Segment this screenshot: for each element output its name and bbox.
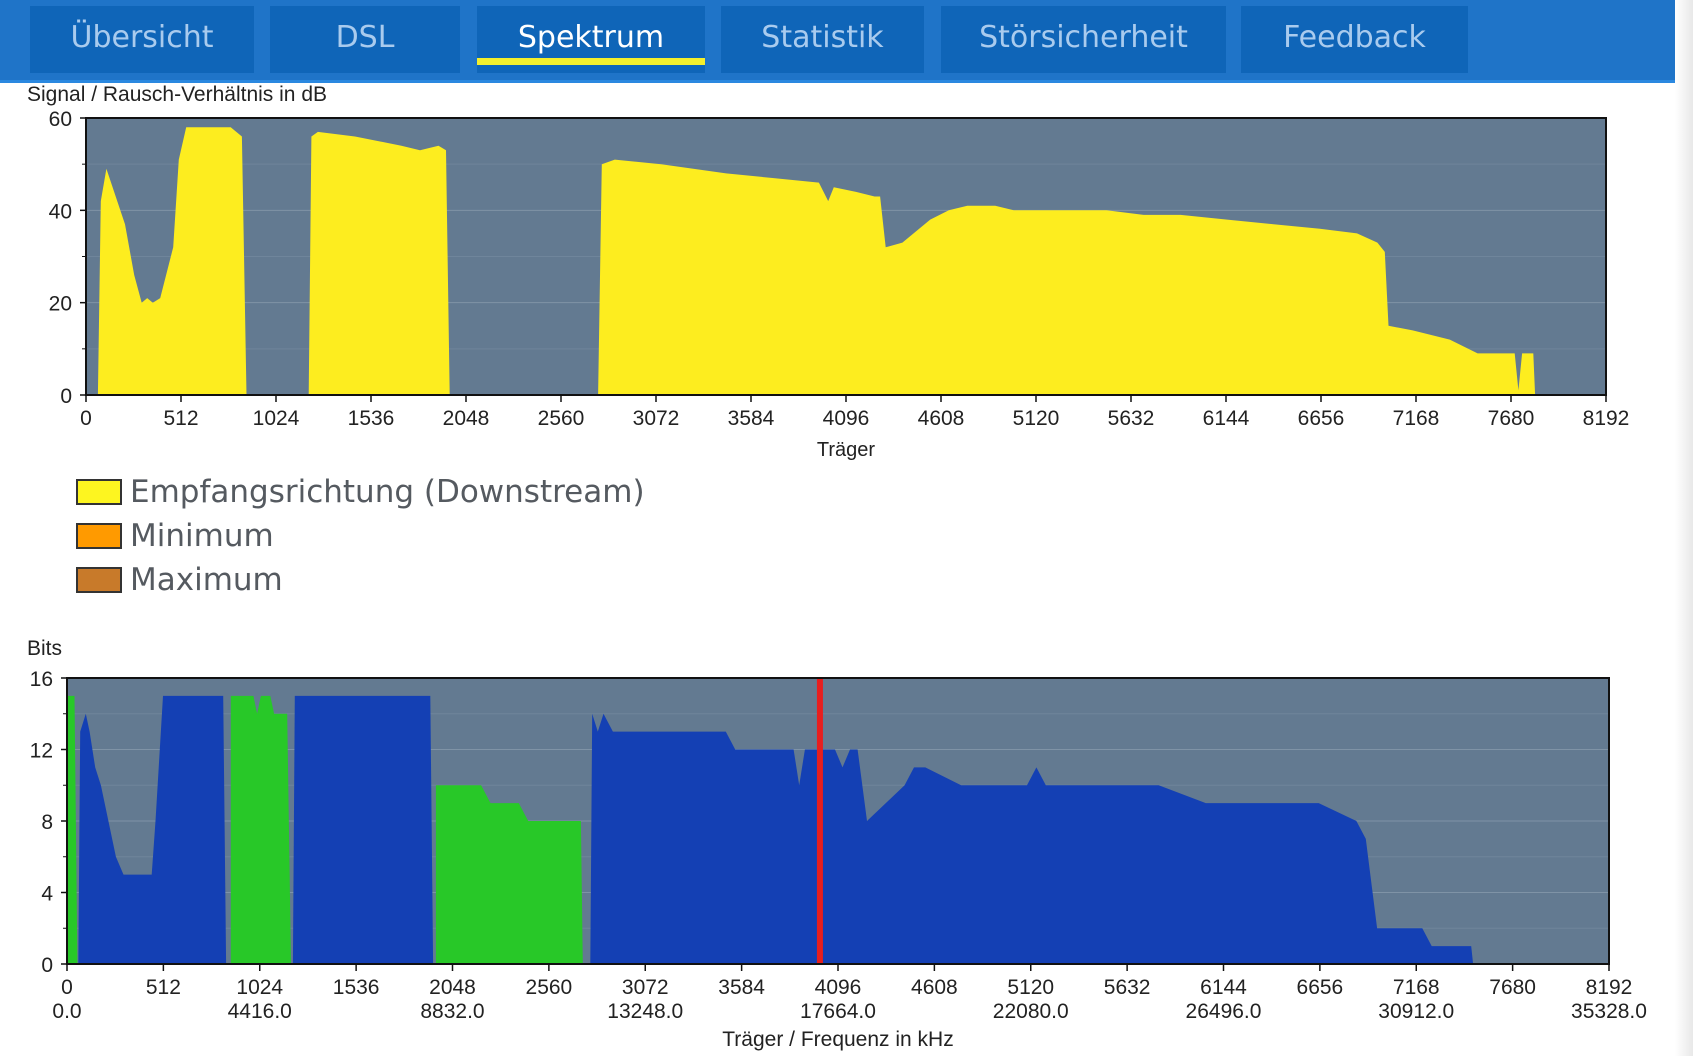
- bits-x-tick-label: 1024: [236, 976, 283, 999]
- tab-dsl[interactable]: DSL: [270, 6, 460, 73]
- snr-x-tick-label: 5120: [1013, 407, 1060, 430]
- bits-x-tick-label: 4096: [815, 976, 862, 999]
- snr-x-tick-label: 2048: [443, 407, 490, 430]
- bits-y-tick-label: 4: [41, 883, 53, 906]
- bits-x-tick-label: 5632: [1104, 976, 1151, 999]
- snr-series-0-area-0: [97, 127, 247, 395]
- tab-statistik[interactable]: Statistik: [721, 6, 924, 73]
- bits-series-0-area-1: [292, 695, 434, 964]
- tab-uebersicht[interactable]: Übersicht: [30, 6, 254, 73]
- bits-x-tick-label: 0: [61, 976, 73, 999]
- bits-series-1-area-1: [230, 695, 291, 964]
- bits-x-axis-title: Träger / Frequenz in kHz: [722, 1028, 953, 1051]
- tab-spektrum[interactable]: Spektrum: [477, 6, 705, 73]
- bits-freq-tick-label: 22080.0: [993, 1000, 1069, 1023]
- snr-x-tick-label: 3584: [728, 407, 775, 430]
- snr-legend: Empfangsrichtung (Downstream) Minimum Ma…: [76, 470, 645, 602]
- snr-x-tick-label: 1024: [253, 407, 300, 430]
- legend-swatch-maximum: [76, 567, 122, 593]
- legend-item-minimum: Minimum: [76, 514, 645, 558]
- bits-x-tick-label: 4608: [911, 976, 958, 999]
- bits-x-tick-label: 512: [146, 976, 181, 999]
- bits-x-tick-label: 3584: [718, 976, 765, 999]
- bits-x-tick-label: 8192: [1586, 976, 1633, 999]
- snr-x-tick-label: 1536: [348, 407, 395, 430]
- snr-x-tick-label: 3072: [633, 407, 680, 430]
- legend-item-downstream: Empfangsrichtung (Downstream): [76, 470, 645, 514]
- bits-y-tick-label: 8: [41, 811, 53, 834]
- active-tab-indicator: [477, 58, 705, 65]
- snr-series-0-area-1: [308, 131, 450, 395]
- snr-chart-title: Signal / Rausch-Verhältnis in dB: [27, 83, 327, 106]
- legend-item-maximum: Maximum: [76, 558, 645, 602]
- bits-y-tick-label: 16: [30, 668, 53, 691]
- snr-x-axis-title: Träger: [817, 439, 876, 461]
- page-edge-shadow: [1675, 0, 1693, 1056]
- snr-x-tick-label: 7168: [1393, 407, 1440, 430]
- bits-x-tick-label: 2048: [429, 976, 476, 999]
- tab-feedback[interactable]: Feedback: [1241, 6, 1468, 73]
- bits-y-tick-label: 0: [41, 954, 53, 977]
- bits-x-tick-label: 5120: [1007, 976, 1054, 999]
- snr-y-tick-label: 0: [60, 385, 72, 408]
- bits-freq-tick-label: 0.0: [52, 1000, 81, 1023]
- legend-swatch-downstream: [76, 479, 122, 505]
- snr-y-tick-label: 20: [49, 293, 72, 316]
- legend-label-minimum: Minimum: [130, 518, 274, 554]
- snr-x-tick-label: 4096: [823, 407, 870, 430]
- bits-x-tick-label: 3072: [622, 976, 669, 999]
- snr-x-tick-label: 512: [163, 407, 198, 430]
- snr-x-tick-label: 5632: [1108, 407, 1155, 430]
- snr-x-tick-label: 6144: [1203, 407, 1250, 430]
- bits-series-0-area-0: [78, 695, 227, 964]
- bits-y-tick-label: 12: [30, 740, 53, 763]
- snr-x-tick-label: 8192: [1583, 407, 1630, 430]
- bits-freq-tick-label: 4416.0: [228, 1000, 292, 1023]
- snr-y-tick-label: 60: [49, 108, 72, 131]
- bits-freq-tick-label: 13248.0: [607, 1000, 683, 1023]
- bits-series-1-area-2: [435, 785, 583, 964]
- bits-x-tick-label: 2560: [526, 976, 573, 999]
- bits-x-tick-label: 6656: [1297, 976, 1344, 999]
- bits-freq-tick-label: 35328.0: [1571, 1000, 1647, 1023]
- bits-freq-tick-label: 26496.0: [1186, 1000, 1262, 1023]
- bits-freq-tick-label: 30912.0: [1378, 1000, 1454, 1023]
- snr-x-tick-label: 0: [80, 407, 92, 430]
- tab-stoersicherheit[interactable]: Störsicherheit: [941, 6, 1226, 73]
- snr-series-0-area-2: [598, 159, 1536, 395]
- snr-x-tick-label: 7680: [1488, 407, 1535, 430]
- tab-bar: Übersicht DSL Spektrum Statistik Störsic…: [0, 0, 1693, 83]
- bits-series-1-area-0: [67, 695, 78, 964]
- legend-label-maximum: Maximum: [130, 562, 283, 598]
- bits-x-tick-label: 1536: [333, 976, 380, 999]
- bits-x-tick-label: 7168: [1393, 976, 1440, 999]
- bits-chart-title: Bits: [27, 637, 63, 660]
- bits-x-tick-label: 7680: [1489, 976, 1536, 999]
- legend-label-downstream: Empfangsrichtung (Downstream): [130, 474, 645, 510]
- bits-freq-tick-label: 17664.0: [800, 1000, 876, 1023]
- snr-x-tick-label: 6656: [1298, 407, 1345, 430]
- bits-series-0-area-2: [590, 713, 1474, 964]
- snr-y-tick-label: 40: [49, 200, 72, 223]
- snr-x-tick-label: 4608: [918, 407, 965, 430]
- bits-x-tick-label: 6144: [1200, 976, 1247, 999]
- snr-x-tick-label: 2560: [538, 407, 585, 430]
- bits-freq-tick-label: 8832.0: [420, 1000, 484, 1023]
- legend-swatch-minimum: [76, 523, 122, 549]
